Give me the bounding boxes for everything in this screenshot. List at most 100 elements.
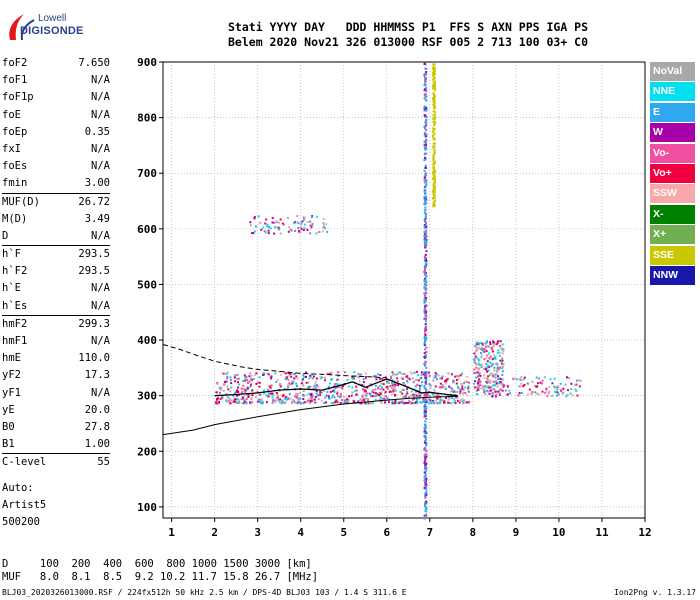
echo-point (420, 401, 423, 404)
echo-point (482, 388, 485, 391)
echo-point (267, 388, 269, 391)
echo-point (225, 393, 228, 396)
echo-point (235, 401, 237, 404)
echo-point (486, 354, 489, 357)
echo-point (419, 385, 421, 387)
echo-point (420, 371, 423, 374)
echo-point (489, 380, 492, 383)
echo-point (425, 488, 428, 491)
echo-point (336, 379, 338, 382)
echo-point (326, 230, 329, 233)
echo-point (475, 349, 478, 352)
echo-point (576, 394, 579, 397)
echo-point (355, 385, 358, 388)
echo-point (425, 296, 427, 299)
echo-point (423, 107, 426, 110)
echo-point (434, 94, 436, 97)
echo-point (493, 388, 496, 391)
echo-point (440, 399, 443, 402)
echo-point (284, 378, 287, 381)
echo-point (401, 400, 404, 403)
echo-point (432, 130, 434, 133)
echo-point (419, 401, 422, 404)
echo-point (423, 455, 426, 457)
echo-point (432, 145, 435, 148)
echo-point (568, 377, 570, 380)
echo-point (489, 355, 492, 358)
param-row: D N/A (2, 230, 110, 247)
echo-point (332, 394, 335, 397)
echo-point (423, 517, 426, 520)
param-value: 293.5 (78, 265, 110, 278)
echo-point (424, 195, 426, 198)
echo-point (515, 378, 518, 381)
echo-point (424, 492, 427, 495)
param-value: 110.0 (78, 352, 110, 365)
y-tick-label: 300 (137, 390, 157, 403)
echo-point (490, 346, 493, 349)
echo-point (378, 385, 381, 387)
echo-point (267, 373, 270, 376)
echo-point (415, 370, 418, 373)
echo-point (258, 393, 261, 396)
echo-point (491, 342, 494, 345)
echo-point (423, 218, 426, 221)
echo-point (423, 279, 426, 282)
echo-point (250, 401, 253, 404)
echo-point (302, 229, 305, 231)
echo-point (462, 391, 465, 394)
param-value: 27.8 (84, 420, 110, 433)
echo-point (489, 373, 492, 376)
echo-point (414, 385, 417, 388)
echo-point (310, 396, 313, 399)
echo-point (249, 372, 252, 375)
echo-point (300, 223, 303, 225)
echo-point (219, 391, 221, 394)
echo-point (562, 387, 565, 390)
echo-point (237, 381, 239, 384)
echo-point (424, 294, 427, 297)
echo-point (423, 307, 426, 310)
echo-point (475, 362, 477, 365)
echo-point (249, 221, 252, 224)
echo-point (245, 400, 247, 403)
echo-point (382, 383, 385, 386)
echo-point (527, 383, 530, 386)
echo-point (320, 391, 323, 394)
echo-point (433, 162, 436, 165)
echo-point (271, 396, 274, 399)
echo-point (365, 392, 368, 395)
echo-point (348, 395, 350, 398)
echo-point (275, 397, 278, 400)
echo-point (330, 371, 333, 374)
logo-text-digisonde: DIGISONDE (20, 25, 84, 37)
echo-point (409, 394, 412, 397)
echo-point (424, 459, 427, 462)
echo-point (413, 380, 416, 383)
echo-point (304, 216, 306, 219)
echo-point (404, 395, 407, 398)
echo-point (380, 382, 383, 385)
echo-point (490, 386, 493, 389)
echo-point (262, 374, 264, 376)
echo-point (277, 221, 280, 224)
echo-point (373, 375, 376, 378)
legend-nnw-swatch: NNW (650, 265, 695, 285)
echo-point (249, 401, 251, 404)
echo-point (257, 215, 260, 218)
echo-point (445, 397, 448, 399)
echo-point (425, 389, 428, 391)
echo-point (297, 226, 300, 229)
echo-point (434, 180, 437, 183)
echo-point (294, 401, 297, 404)
echo-point (406, 375, 409, 378)
echo-point (246, 386, 248, 388)
echo-point (296, 221, 299, 224)
echo-point (424, 253, 427, 256)
echo-point (424, 360, 427, 363)
echo-point (308, 392, 311, 395)
echo-point (291, 401, 293, 404)
echo-point (309, 224, 312, 227)
echo-point (341, 387, 344, 390)
echo-point (279, 383, 282, 386)
